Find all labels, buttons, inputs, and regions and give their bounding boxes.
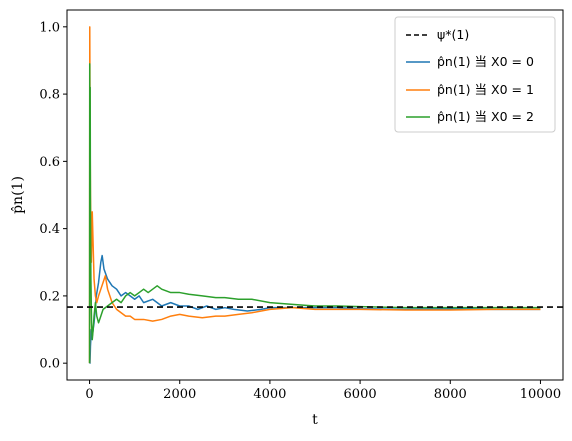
x-tick-label: 0 [85,387,93,402]
legend-label-series-1: p̂n(1) 当 X0 = 1 [437,82,534,97]
x-axis-ticks: 0 2000 4000 6000 8000 10000 [85,380,561,402]
legend: ψ*(1) p̂n(1) 当 X0 = 0 p̂n(1) 当 X0 = 1 p̂… [394,16,556,133]
x-tick-label: 8000 [434,387,467,402]
y-axis-label: p̂n(1) [10,176,26,214]
series-line-2 [88,63,541,364]
x-tick-label: 10000 [520,387,561,402]
y-tick-label: 0.0 [39,357,60,372]
x-tick-label: 4000 [253,387,286,402]
y-tick-label: 1.0 [39,20,60,35]
y-axis-ticks: 0.0 0.2 0.4 0.6 0.8 1.0 [39,20,67,372]
legend-label-reference: ψ*(1) [437,27,469,42]
x-axis-label: t [312,412,318,428]
legend-label-series-2: p̂n(1) 当 X0 = 2 [437,109,534,124]
plot-frame [66,9,564,381]
y-tick-label: 0.8 [39,88,60,103]
legend-label-series-0: p̂n(1) 当 X0 = 0 [437,54,534,69]
y-tick-label: 0.4 [39,222,60,237]
y-tick-label: 0.6 [39,155,60,170]
series-line-1 [88,26,541,364]
x-tick-label: 2000 [163,387,196,402]
y-tick-label: 0.2 [39,289,60,304]
legend-box [394,16,556,133]
x-tick-label: 6000 [344,387,377,402]
